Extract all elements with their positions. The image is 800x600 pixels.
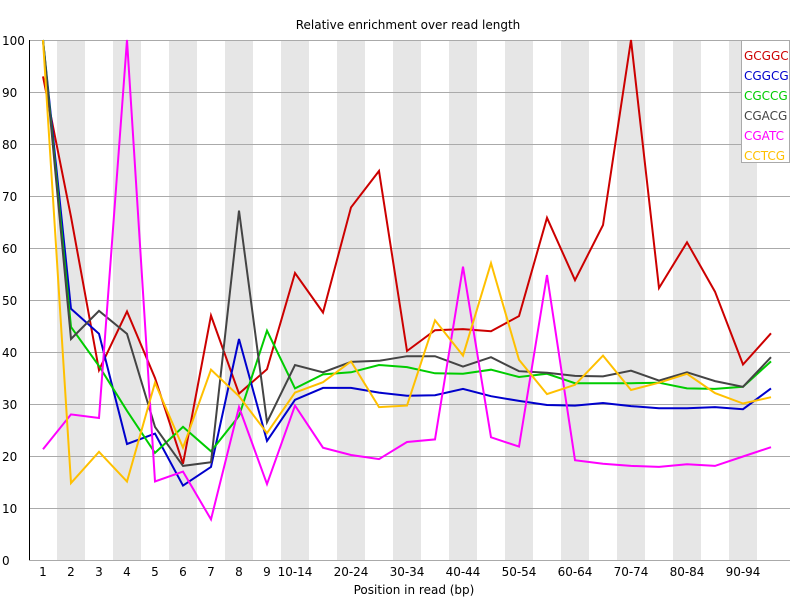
x-tick-label: 5 bbox=[151, 565, 159, 579]
x-tick-label: 10-14 bbox=[278, 565, 313, 579]
x-tick-label: 1 bbox=[39, 565, 47, 579]
legend-entry-cggcg: CGGCG bbox=[744, 69, 789, 83]
legend: GCGGC CGGCG CGCCG CGACG CGATC CCTCG bbox=[741, 40, 790, 163]
x-tick-label: 80-84 bbox=[670, 565, 705, 579]
y-tick-label: 60 bbox=[2, 242, 17, 256]
x-tick-label: 2 bbox=[67, 565, 75, 579]
x-tick-label: 20-24 bbox=[334, 565, 369, 579]
y-tick-label: 10 bbox=[2, 502, 17, 516]
y-tick-label: 70 bbox=[2, 190, 17, 204]
series-line-cgccg bbox=[42, 39, 772, 455]
x-tick-label: 50-54 bbox=[502, 565, 537, 579]
x-tick-label: 6 bbox=[179, 565, 187, 579]
chart-title: Relative enrichment over read length bbox=[296, 18, 521, 32]
legend-box bbox=[741, 40, 790, 163]
series-line-cgacg bbox=[42, 39, 772, 467]
y-tick-label: 90 bbox=[2, 86, 17, 100]
x-axis-label: Position in read (bp) bbox=[354, 583, 475, 597]
x-tick-label: 8 bbox=[235, 565, 243, 579]
legend-entry-cgccg: CGCCG bbox=[744, 89, 788, 103]
x-tick-label: 3 bbox=[95, 565, 103, 579]
series-lines bbox=[42, 39, 772, 523]
y-tick-label: 40 bbox=[2, 346, 17, 360]
x-tick-label: 60-64 bbox=[558, 565, 593, 579]
y-tick-label: 80 bbox=[2, 138, 17, 152]
y-tick-label: 50 bbox=[2, 294, 17, 308]
series-line-cctcg bbox=[42, 39, 772, 486]
x-tick-label: 4 bbox=[123, 565, 131, 579]
y-axis-tick-labels: 0 10 20 30 40 50 60 70 80 90 100 bbox=[2, 34, 25, 568]
x-axis-tick-labels: 1 2 3 4 5 6 7 8 9 10-14 20-24 30-34 40-44 50-54 60-64 7… bbox=[39, 565, 760, 579]
x-tick-label: 9 bbox=[263, 565, 271, 579]
y-tick-label: 100 bbox=[2, 34, 25, 48]
y-tick-label: 30 bbox=[2, 398, 17, 412]
y-tick-label: 0 bbox=[2, 554, 10, 568]
x-tick-label: 90-94 bbox=[726, 565, 761, 579]
y-tick-label: 20 bbox=[2, 450, 17, 464]
legend-entry-cgacg: CGACG bbox=[744, 109, 787, 123]
horizontal-gridlines bbox=[29, 40, 790, 509]
series-line-cgatc bbox=[42, 39, 772, 523]
legend-entry-cgatc: CGATC bbox=[744, 129, 784, 143]
x-tick-label: 40-44 bbox=[446, 565, 481, 579]
x-tick-label: 70-74 bbox=[614, 565, 649, 579]
x-tick-label: 30-34 bbox=[390, 565, 425, 579]
legend-entry-cctcg: CCTCG bbox=[744, 149, 785, 163]
x-tick-label: 7 bbox=[207, 565, 215, 579]
series-line-cggcg bbox=[42, 39, 772, 488]
legend-entry-gcggc: GCGGC bbox=[744, 49, 789, 63]
